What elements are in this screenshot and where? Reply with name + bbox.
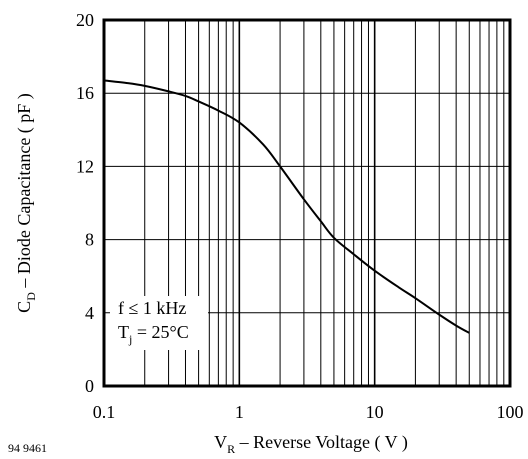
annotation-box bbox=[110, 296, 208, 350]
y-tick-label: 12 bbox=[76, 156, 94, 176]
annotation-temperature: Tj = 25°C bbox=[118, 322, 189, 346]
capacitance-curve bbox=[103, 79, 470, 334]
annotation-frequency: f ≤ 1 kHz bbox=[118, 298, 186, 318]
y-tick-labels: 0 4 8 12 16 20 bbox=[76, 10, 94, 396]
y-tick-label: 0 bbox=[85, 376, 94, 396]
grid-lines bbox=[104, 20, 510, 386]
x-tick-label: 1 bbox=[235, 402, 244, 422]
x-tick-labels: 0.1 1 10 100 bbox=[93, 402, 524, 422]
x-axis-title: VR – Reverse Voltage ( V ) bbox=[214, 432, 408, 456]
x-tick-label: 0.1 bbox=[93, 402, 116, 422]
y-axis-title: CD – Diode Capacitance ( pF ) bbox=[14, 93, 38, 313]
x-tick-label: 100 bbox=[497, 402, 524, 422]
plot-frame bbox=[102, 18, 512, 388]
x-tick-label: 10 bbox=[366, 402, 384, 422]
y-tick-label: 20 bbox=[76, 10, 94, 30]
y-tick-label: 16 bbox=[76, 83, 94, 103]
figure-id: 94 9461 bbox=[8, 441, 47, 455]
y-tick-label: 8 bbox=[85, 230, 94, 250]
y-tick-label: 4 bbox=[85, 303, 94, 323]
